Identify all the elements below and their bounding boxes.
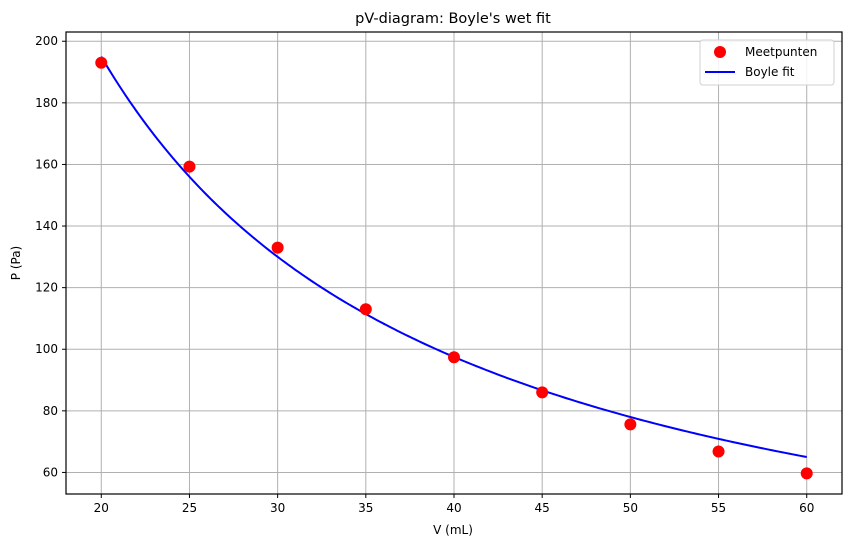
x-tick-label: 45 [535, 501, 550, 515]
y-tick-label: 160 [35, 157, 58, 171]
data-point [271, 241, 284, 254]
data-point [448, 351, 460, 364]
y-tick-label: 140 [35, 219, 58, 233]
y-tick-label: 60 [43, 465, 58, 479]
data-point [624, 418, 637, 431]
y-tick-label: 120 [35, 281, 58, 295]
legend: Meetpunten Boyle fit [699, 39, 835, 86]
x-tick-label: 25 [182, 501, 197, 515]
data-point [712, 445, 725, 458]
data-point [95, 56, 108, 69]
y-tick-label: 80 [43, 404, 58, 418]
data-point [359, 303, 372, 316]
data-point [800, 467, 813, 480]
x-axis-ticks: 20 25 30 35 40 45 50 55 60 [94, 494, 814, 515]
x-tick-label: 40 [446, 501, 461, 515]
x-tick-label: 60 [799, 501, 814, 515]
y-axis-ticks: 60 80 100 120 140 160 180 200 [35, 34, 66, 479]
x-tick-label: 35 [358, 501, 373, 515]
x-tick-label: 20 [94, 501, 109, 515]
legend-label-boyle-fit: Boyle fit [745, 65, 795, 79]
y-tick-label: 180 [35, 96, 58, 110]
data-points [95, 56, 813, 480]
data-point [183, 160, 196, 173]
y-tick-label: 200 [35, 34, 58, 48]
x-tick-label: 50 [623, 501, 638, 515]
y-axis-label: P (Pa) [9, 246, 23, 280]
legend-box [699, 39, 835, 86]
legend-marker-icon [714, 46, 726, 58]
legend-label-meetpunten: Meetpunten [745, 45, 817, 59]
grid [66, 32, 842, 494]
data-point [536, 386, 549, 399]
x-tick-label: 30 [270, 501, 285, 515]
y-tick-label: 100 [35, 342, 58, 356]
x-axis-label: V (mL) [433, 523, 473, 537]
x-tick-label: 55 [711, 501, 726, 515]
chart-title: pV-diagram: Boyle's wet fit [355, 11, 551, 27]
